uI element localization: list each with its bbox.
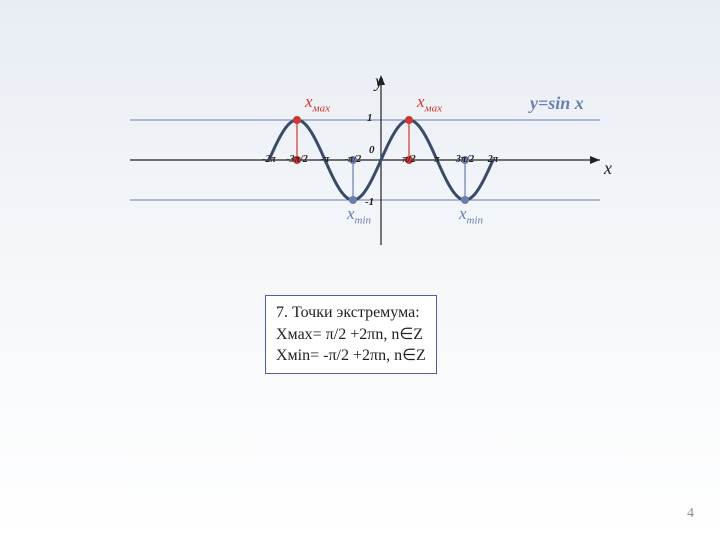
page-number: 4 <box>687 506 694 522</box>
y-axis-label: y <box>375 71 383 92</box>
x-tick-label: π <box>434 154 439 165</box>
function-label: y=sin x <box>530 93 584 114</box>
x-tick-label: 3π/2 <box>456 154 474 165</box>
xmin-label: xmin <box>459 204 483 226</box>
ytick-top: 1 <box>367 112 373 124</box>
info-box: 7. Точки экстремума: Xмах= π/2 +2πn, n∈Z… <box>265 295 437 374</box>
xmin-label: xmin <box>347 204 371 226</box>
info-line-2: Xмах= π/2 +2πn, n∈Z <box>276 324 426 346</box>
x-tick-label: 2π <box>488 154 498 165</box>
x-tick-label: -π/2 <box>345 154 362 165</box>
x-tick-label: -π <box>321 154 330 165</box>
x-axis-label: x <box>604 158 612 179</box>
info-line-1: 7. Точки экстремума: <box>276 302 426 324</box>
info-line-3: Xмin= -π/2 +2πn, n∈Z <box>276 345 426 367</box>
xmax-label: xмах <box>305 92 330 114</box>
x-tick-label: -2π <box>262 154 276 165</box>
xmax-label: xмах <box>417 92 442 114</box>
origin-label: 0 <box>369 144 375 156</box>
x-tick-label: π/2 <box>402 154 415 165</box>
x-tick-label: -3π/2 <box>286 154 308 165</box>
